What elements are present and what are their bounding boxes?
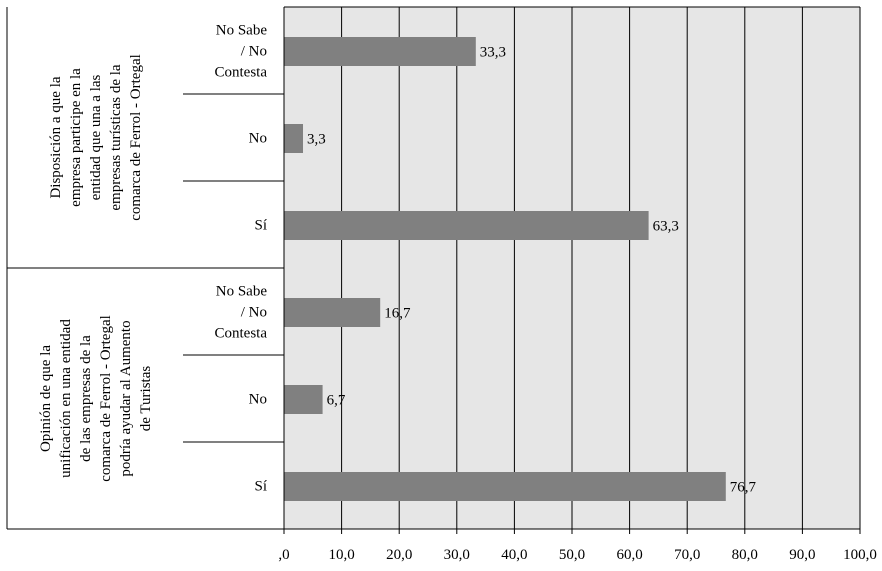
category-label: Sí [254, 479, 267, 495]
x-tick-label: ,0 [278, 547, 289, 563]
bar [284, 472, 726, 501]
x-tick-label: 90,0 [789, 547, 815, 563]
x-tick-label: 50,0 [559, 547, 585, 563]
bar [284, 37, 476, 66]
bar [284, 385, 323, 414]
group-label: empresa participe en la [68, 68, 84, 207]
data-label: 6,7 [327, 393, 346, 409]
x-tick-label: 60,0 [616, 547, 642, 563]
group-label: Opinión de que la [38, 345, 54, 452]
category-label: No Sabe [216, 23, 268, 39]
bar [284, 124, 304, 153]
category-label: No Sabe [216, 284, 268, 300]
category-label: / No [241, 44, 267, 60]
group-label: comarca de Ferrol - Ortegal [98, 315, 114, 482]
x-tick-label: 10,0 [328, 547, 354, 563]
group-label: Disposición a que la [48, 76, 64, 198]
group-label: empresas turísticas de la [108, 64, 124, 211]
category-label: No [249, 131, 267, 147]
bar [284, 211, 649, 240]
group-label: entidad que una a las [88, 74, 104, 200]
x-tick-label: 100,0 [843, 547, 877, 563]
category-label: No [249, 392, 267, 408]
x-tick-label: 40,0 [501, 547, 527, 563]
group-label: unificación en una entidad [58, 319, 74, 478]
x-tick-label: 70,0 [674, 547, 700, 563]
data-label: 76,7 [730, 480, 757, 496]
group-label: de Turistas [138, 366, 154, 432]
x-tick-label: 20,0 [386, 547, 412, 563]
group-label: de las empresas de la [78, 335, 94, 462]
data-label: 3,3 [307, 132, 326, 148]
category-label: Contesta [215, 326, 268, 342]
group-label: comarca de Ferrol - Ortegal [128, 54, 144, 221]
x-tick-label: 30,0 [444, 547, 470, 563]
bar [284, 298, 381, 327]
category-label: Contesta [215, 65, 268, 81]
data-label: 16,7 [384, 306, 411, 322]
data-label: 33,3 [480, 45, 506, 61]
category-label: Sí [254, 218, 267, 234]
data-label: 63,3 [653, 219, 679, 235]
x-tick-label: 80,0 [732, 547, 758, 563]
category-label: / No [241, 305, 267, 321]
group-label: podría ayudar al Aumento [118, 320, 134, 476]
